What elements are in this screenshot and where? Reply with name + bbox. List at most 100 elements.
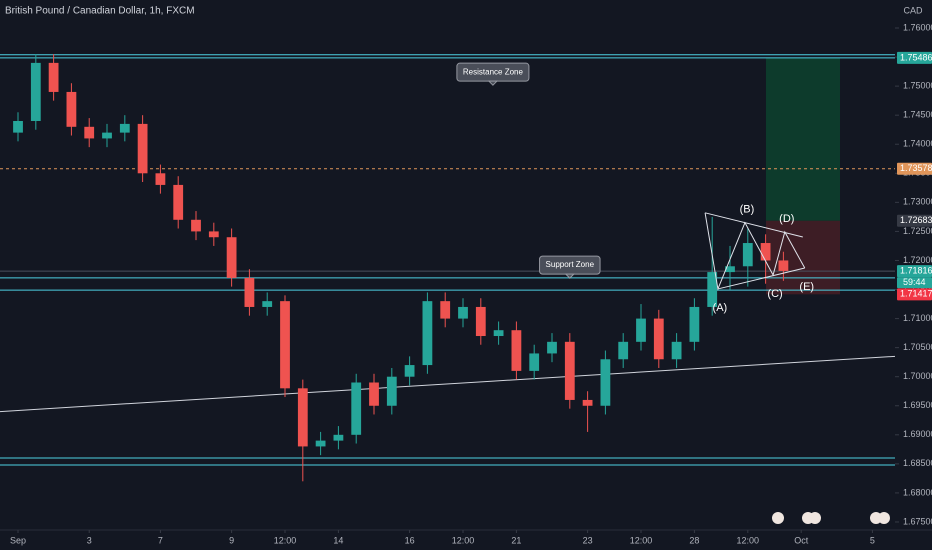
candle-body	[671, 341, 682, 360]
x-tick-label: Sep	[10, 535, 26, 545]
currency-label: CAD	[903, 5, 923, 15]
lines-layer	[0, 54, 896, 466]
candle-body	[226, 237, 237, 278]
x-tick-label: Oct	[794, 535, 809, 545]
candle-body	[102, 132, 112, 139]
candle-body	[333, 434, 344, 441]
trendline	[0, 355, 896, 413]
candle-body	[618, 341, 629, 360]
countdown-box	[897, 277, 932, 289]
candle-body	[30, 62, 41, 121]
pattern-label: (D)	[779, 213, 794, 225]
candle-body	[742, 243, 753, 267]
price-label: 1.71816	[900, 266, 932, 276]
annotation: Resistance Zone	[456, 62, 530, 86]
y-tick-label: 1.72000	[903, 255, 932, 265]
y-tick-label: 1.71000	[903, 313, 932, 323]
candle-body	[636, 318, 646, 342]
profit-zone	[765, 57, 840, 221]
pattern-label: (A)	[713, 302, 728, 314]
x-tick-label: 16	[405, 535, 415, 545]
price-label-box	[897, 265, 932, 278]
pattern-lower	[717, 267, 805, 290]
overlay-layer: (A) (B) (C) (D) (E) Resistance Zone Support Zo…	[456, 62, 814, 314]
y-tick-label: 1.67500	[903, 516, 932, 526]
candle-body	[689, 306, 700, 342]
pattern-label: (B)	[740, 204, 755, 216]
candle-body	[13, 120, 23, 133]
price-label-box	[897, 162, 932, 175]
annotation-text: Resistance Zone	[463, 67, 524, 76]
price-label-box	[897, 288, 932, 301]
chart-title: British Pound / Canadian Dollar, 1h, FXC…	[5, 6, 195, 17]
position-layer	[765, 57, 840, 295]
x-tick-label: 14	[333, 535, 343, 545]
candle-body	[707, 272, 718, 307]
candle-body	[493, 330, 504, 337]
candle-body	[511, 330, 522, 371]
candle-body	[173, 184, 184, 220]
candle-body	[653, 318, 664, 360]
candle-body	[137, 123, 148, 174]
x-axis-band	[0, 530, 932, 550]
x-tick-label: 23	[583, 535, 593, 545]
price-label: 1.72683	[900, 215, 932, 225]
candle-body	[48, 62, 59, 92]
candle-body	[760, 243, 771, 261]
x-tick-label: 7	[158, 535, 163, 545]
y-tick-label: 1.76000	[903, 22, 932, 32]
price-label-box	[897, 214, 932, 227]
candle-body	[404, 365, 415, 377]
y-tick-label: 1.68000	[903, 487, 932, 497]
candle-body	[66, 91, 77, 127]
event-icon	[772, 512, 784, 524]
annotation-text: Support Zone	[546, 260, 595, 269]
pattern-label: (C)	[767, 288, 782, 300]
candle-body	[475, 306, 486, 337]
x-tick-label: 12:00	[274, 535, 297, 545]
candle-body	[600, 359, 611, 406]
candle-body	[351, 382, 362, 435]
price-label-box	[897, 51, 932, 64]
candle-body	[422, 301, 433, 366]
candle-body	[440, 301, 451, 319]
x-tick-label: 28	[689, 535, 699, 545]
y-tick-label: 1.72500	[903, 226, 932, 236]
annotation-pointer	[487, 80, 499, 86]
candle-body	[547, 341, 557, 354]
candle-body	[369, 382, 379, 406]
y-tick-label: 1.74000	[903, 139, 932, 149]
candle-body	[386, 376, 397, 406]
y-tick-label: 1.69000	[903, 429, 932, 439]
candle-body	[297, 388, 308, 447]
candle-body	[778, 260, 789, 271]
y-tick-label: 1.70500	[903, 342, 932, 352]
y-tick-label: 1.70000	[903, 371, 932, 381]
candle-body	[529, 353, 540, 371]
candles-layer	[13, 54, 789, 482]
x-tick-label: 12:00	[737, 535, 760, 545]
x-tick-label: 3	[87, 535, 92, 545]
price-label: 1.75486	[900, 52, 932, 62]
annotation-pointer	[564, 273, 576, 279]
y-tick-label: 1.74500	[903, 110, 932, 120]
candle-body	[244, 277, 255, 307]
candle-body	[119, 123, 130, 133]
y-tick-label: 1.69500	[903, 400, 932, 410]
x-tick-label: 12:00	[452, 535, 475, 545]
pattern-label: (E)	[799, 281, 814, 293]
candle-body	[582, 399, 593, 406]
axis-layer: 1.760001.755001.750001.745001.740001.735…	[0, 22, 932, 550]
candle-body	[280, 301, 290, 389]
candle-body	[208, 231, 219, 238]
x-tick-label: 21	[511, 535, 521, 545]
price-label: 1.71417	[900, 289, 932, 299]
event-icons	[772, 512, 890, 524]
x-tick-label: 5	[870, 535, 875, 545]
candle-body	[191, 219, 201, 232]
candle-body	[262, 301, 273, 307]
price-label: 1.73578	[900, 163, 932, 173]
candle-body	[564, 341, 575, 400]
x-tick-label: 9	[229, 535, 234, 545]
